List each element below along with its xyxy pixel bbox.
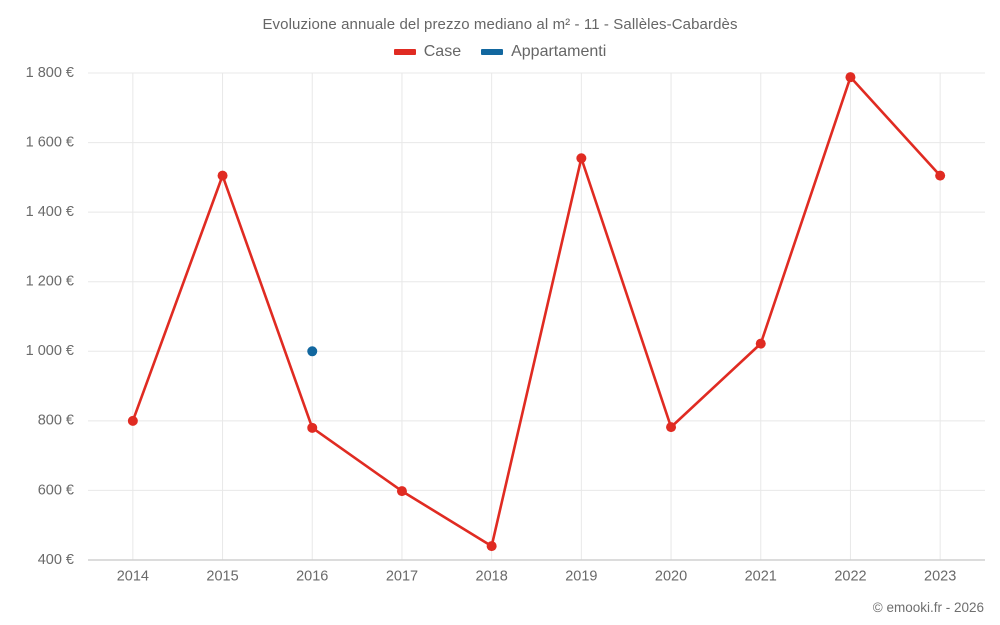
data-point-case-2021[interactable] — [755, 338, 766, 349]
chart-title: Evoluzione annuale del prezzo mediano al… — [262, 16, 738, 33]
x-axis-tick-label: 2015 — [206, 569, 238, 585]
grid-lines — [88, 72, 985, 561]
x-axis-tick-label: 2019 — [565, 569, 597, 585]
y-axis-tick-labels: 400 € 600 € 800 € 1 000 € 1 200 € 1 400 € 1 60… — [26, 65, 74, 568]
x-axis-tick-label: 2023 — [924, 569, 956, 585]
x-axis-tick-labels: 2014 2015 2016 2017 2018 2019 2020 2021 2022 2023 — [117, 569, 957, 585]
x-axis-tick-label: 2021 — [745, 569, 777, 585]
y-axis-tick-label: 800 € — [38, 413, 74, 429]
legend-label-appartamenti: Appartamenti — [511, 43, 607, 60]
series-line-case — [131, 75, 942, 548]
data-point-case-2023[interactable] — [935, 170, 946, 181]
legend-item-case[interactable]: Case — [393, 43, 462, 60]
legend-swatch-icon-case — [393, 49, 416, 55]
data-point-case-2018[interactable] — [486, 541, 497, 552]
legend-label-case: Case — [423, 43, 462, 60]
x-axis-tick-label: 2018 — [476, 569, 508, 585]
data-point-case-2022[interactable] — [845, 72, 856, 83]
x-axis-tick-label: 2022 — [834, 569, 866, 585]
y-axis-tick-label: 400 € — [38, 552, 74, 568]
y-axis-tick-label: 1 200 € — [26, 274, 74, 290]
y-axis-tick-label: 1 600 € — [26, 134, 74, 150]
data-point-case-2020[interactable] — [666, 422, 677, 433]
y-axis-tick-label: 600 € — [38, 482, 74, 498]
legend-swatch-icon-appartamenti — [481, 49, 504, 55]
y-axis-tick-label: 1 400 € — [26, 204, 74, 220]
data-point-case-2015[interactable] — [217, 170, 228, 181]
data-point-case-2014[interactable] — [127, 415, 138, 426]
y-axis-tick-label: 1 000 € — [26, 343, 74, 359]
footer-credit: © emooki.fr - 2026 — [872, 600, 984, 615]
x-axis-tick-label: 2016 — [296, 569, 328, 585]
data-point-case-2017[interactable] — [396, 486, 407, 497]
data-point-appartamenti-2016[interactable] — [307, 346, 318, 357]
legend-item-appartamenti[interactable]: Appartamenti — [481, 44, 606, 60]
x-axis-tick-label: 2014 — [117, 569, 149, 585]
chart-legend: Case Appartamenti — [0, 44, 1000, 60]
x-axis-tick-label: 2017 — [386, 569, 418, 585]
data-point-case-2019[interactable] — [576, 153, 587, 164]
data-series-layer — [127, 72, 946, 552]
data-point-case-2016[interactable] — [307, 422, 318, 433]
x-axis-tick-label: 2020 — [655, 569, 687, 585]
y-axis-tick-label: 1 800 € — [26, 65, 74, 81]
